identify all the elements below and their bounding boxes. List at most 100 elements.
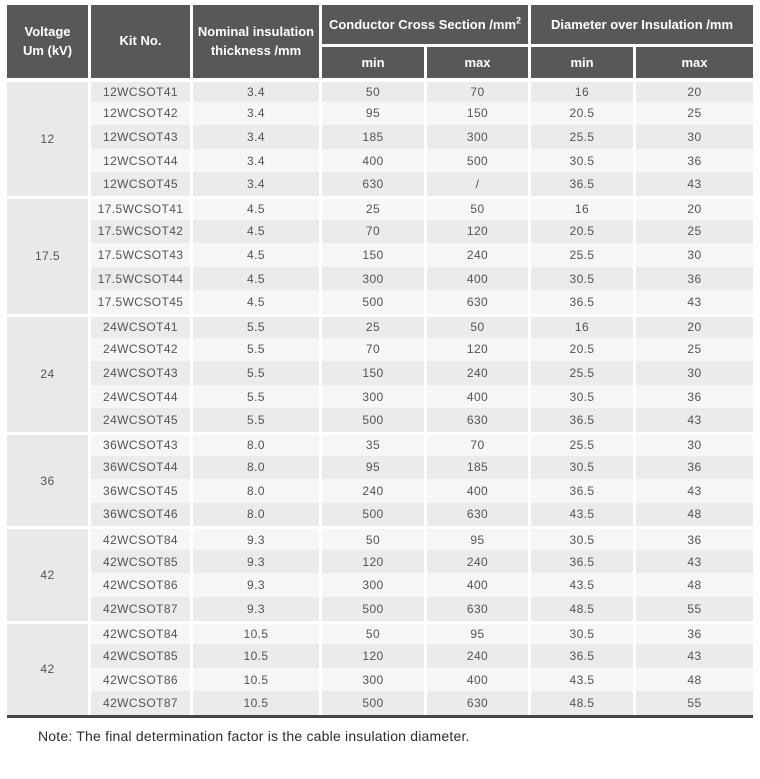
cell-ccs-min: 500 (322, 502, 424, 527)
table-row: 42 42WCSOT84 9.3 50 95 30.5 36 (7, 526, 753, 621)
cell-doi-min: 48.5 (531, 597, 633, 621)
table-row: 36WCSOT45 8.0 240 400 36.5 43 (7, 479, 753, 503)
table-row: 24WCSOT45 5.5 500 630 36.5 43 (7, 408, 753, 432)
cell-nominal-thickness: 5.5 (193, 313, 319, 338)
cell-doi-min: 20.5 (531, 101, 633, 126)
cell-kit-no: 17.5WCSOT43 (91, 243, 190, 267)
cell-ccs-min: 50 (322, 78, 424, 102)
cell-ccs-max: 95 (427, 620, 528, 645)
cell-nominal-thickness: 4.5 (193, 290, 319, 314)
cell-kit-no: 36WCSOT44 (91, 455, 190, 480)
cell-doi-min: 20.5 (531, 219, 633, 244)
table-row: 17.5 17.5WCSOT41 4.5 25 50 16 20 (7, 195, 753, 314)
cell-kit-no: 42WCSOT85 (91, 644, 190, 668)
cell-doi-max: 55 (636, 691, 753, 716)
cell-doi-min: 36.5 (531, 290, 633, 314)
cell-nominal-thickness: 5.5 (193, 408, 319, 432)
table-row: 24WCSOT43 5.5 150 240 25.5 30 (7, 361, 753, 385)
header-row-minmax: min max min max (7, 47, 753, 78)
cell-kit-no: 12WCSOT43 (91, 125, 190, 149)
cell-doi-max: 55 (636, 597, 753, 621)
col-header-doi-max: max (636, 47, 753, 78)
cell-ccs-min: 120 (322, 644, 424, 668)
cell-doi-min: 25.5 (531, 431, 633, 456)
cell-doi-max: 43 (636, 644, 753, 668)
cell-doi-max: 25 (636, 337, 753, 362)
cell-doi-min: 36.5 (531, 408, 633, 432)
table-row: 36 36WCSOT43 8.0 35 70 25.5 30 (7, 431, 753, 527)
cell-doi-max: 30 (636, 431, 753, 456)
cell-kit-no: 42WCSOT87 (91, 691, 190, 716)
cell-ccs-min: 50 (322, 620, 424, 645)
table-row: 42WCSOT86 9.3 300 400 43.5 48 (7, 573, 753, 598)
cell-ccs-min: 630 (322, 172, 424, 196)
cell-doi-min: 16 (531, 195, 633, 220)
cell-ccs-max: 400 (427, 479, 528, 503)
cell-kit-no: 24WCSOT45 (91, 408, 190, 432)
table-body: 12 12WCSOT41 3.4 50 70 16 20 12WCSOT42 3.4 95 150 2… (7, 78, 753, 716)
cell-voltage-group: 36 (7, 431, 88, 527)
cell-ccs-max: 400 (427, 573, 528, 598)
cell-kit-no: 42WCSOT86 (91, 667, 190, 692)
cell-kit-no: 17.5WCSOT41 (91, 195, 190, 220)
cell-doi-max: 20 (636, 195, 753, 220)
cell-ccs-max: 630 (427, 290, 528, 314)
cell-nominal-thickness: 5.5 (193, 361, 319, 385)
cell-ccs-min: 70 (322, 219, 424, 244)
cell-doi-max: 25 (636, 101, 753, 126)
cell-doi-min: 30.5 (531, 148, 633, 173)
cell-doi-min: 30.5 (531, 526, 633, 550)
cell-nominal-thickness: 10.5 (193, 691, 319, 716)
cell-nominal-thickness: 10.5 (193, 667, 319, 692)
cell-ccs-min: 300 (322, 266, 424, 291)
cell-nominal-thickness: 4.5 (193, 243, 319, 267)
cell-nominal-thickness: 8.0 (193, 502, 319, 527)
cell-ccs-min: 300 (322, 667, 424, 692)
cell-nominal-thickness: 9.3 (193, 597, 319, 621)
cell-ccs-max: / (427, 172, 528, 196)
cell-doi-max: 43 (636, 172, 753, 196)
cell-doi-max: 36 (636, 384, 753, 409)
cell-kit-no: 24WCSOT42 (91, 337, 190, 362)
cell-doi-max: 48 (636, 667, 753, 692)
cell-ccs-max: 95 (427, 526, 528, 550)
cell-ccs-min: 25 (322, 195, 424, 220)
cell-ccs-min: 95 (322, 101, 424, 126)
cell-voltage-group: 17.5 (7, 195, 88, 314)
cell-doi-min: 36.5 (531, 172, 633, 196)
cell-ccs-min: 150 (322, 361, 424, 385)
cell-kit-no: 24WCSOT41 (91, 313, 190, 338)
table-row: 17.5WCSOT45 4.5 500 630 36.5 43 (7, 290, 753, 314)
table-note: Note: The final determination factor is … (38, 728, 470, 745)
cell-doi-min: 30.5 (531, 455, 633, 480)
cell-ccs-min: 300 (322, 573, 424, 598)
cell-doi-max: 43 (636, 408, 753, 432)
table-row: 12 12WCSOT41 3.4 50 70 16 20 (7, 78, 753, 196)
cell-ccs-min: 95 (322, 455, 424, 480)
cell-kit-no: 42WCSOT84 (91, 620, 190, 645)
cell-ccs-min: 300 (322, 384, 424, 409)
cell-ccs-min: 500 (322, 408, 424, 432)
cell-nominal-thickness: 3.4 (193, 101, 319, 126)
table-row: 42WCSOT87 10.5 500 630 48.5 55 (7, 691, 753, 716)
cell-ccs-max: 240 (427, 549, 528, 574)
col-header-voltage: Voltage Um (kV) (7, 5, 88, 78)
table-row: 17.5WCSOT44 4.5 300 400 30.5 36 (7, 266, 753, 291)
cell-ccs-max: 240 (427, 361, 528, 385)
cell-doi-min: 20.5 (531, 337, 633, 362)
table-row: 12WCSOT42 3.4 95 150 20.5 25 (7, 101, 753, 126)
cell-doi-max: 36 (636, 148, 753, 173)
cell-ccs-max: 400 (427, 667, 528, 692)
cell-nominal-thickness: 9.3 (193, 573, 319, 598)
cell-doi-max: 20 (636, 78, 753, 102)
cell-voltage-group: 42 (7, 620, 88, 716)
cell-kit-no: 17.5WCSOT44 (91, 266, 190, 291)
cell-kit-no: 12WCSOT41 (91, 78, 190, 102)
cell-ccs-max: 400 (427, 266, 528, 291)
cell-nominal-thickness: 8.0 (193, 431, 319, 456)
table-row: 17.5WCSOT43 4.5 150 240 25.5 30 (7, 243, 753, 267)
cell-doi-min: 25.5 (531, 125, 633, 149)
cell-doi-min: 25.5 (531, 361, 633, 385)
cell-nominal-thickness: 3.4 (193, 172, 319, 196)
cell-nominal-thickness: 4.5 (193, 266, 319, 291)
